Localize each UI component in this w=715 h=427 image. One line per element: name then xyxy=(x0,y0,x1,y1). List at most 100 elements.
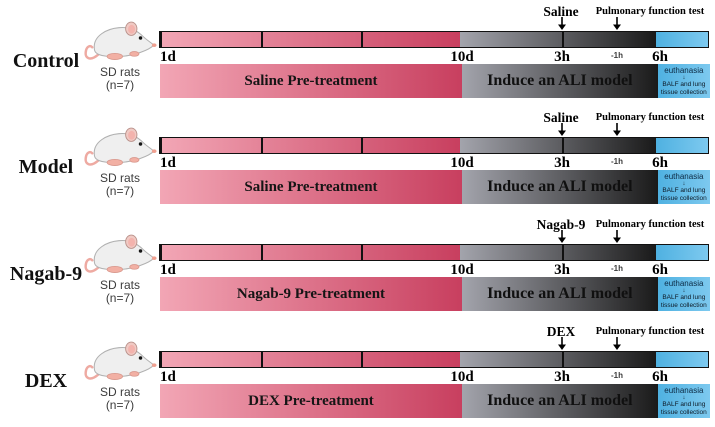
subject-label: SD rats xyxy=(99,385,140,399)
induce-ali-bar: Induce an ALI model xyxy=(461,384,658,418)
endpoint-box: euthanasia ↓ BALF and lung tissue collec… xyxy=(657,384,710,418)
ali-phase-segment xyxy=(459,352,657,367)
tick-mark xyxy=(361,138,363,153)
tick-mark xyxy=(562,352,564,367)
pretreatment-phase-segment xyxy=(162,138,460,153)
group-label: DEX xyxy=(24,370,68,392)
endpoint-phase-segment xyxy=(656,32,708,47)
endpoint-phase-segment xyxy=(656,245,708,260)
pretreatment-bar: DEX Pre-treatment xyxy=(160,384,462,418)
tick-mark xyxy=(361,32,363,47)
pretreatment-label: Saline Pre-treatment xyxy=(244,178,378,195)
endpoint-phase-segment xyxy=(656,138,708,153)
down-arrow-glyph: ↓ xyxy=(682,180,686,187)
balf-label: BALF and lung xyxy=(662,400,706,408)
pretreatment-phase-segment xyxy=(162,32,460,47)
tick-label-3h: 3h xyxy=(554,155,570,171)
subject-count: (n=7) xyxy=(105,78,135,92)
phase-bar: DEX Pre-treatment Induce an ALI model eu… xyxy=(160,384,710,418)
tick-label-1d: 1d xyxy=(160,49,176,65)
pulmonary-function-test-label: Pulmonary function test xyxy=(595,112,705,123)
tick-label-6h: 6h xyxy=(652,49,668,65)
euthanasia-label: euthanasia xyxy=(664,278,704,288)
tick-mark xyxy=(562,245,564,260)
subject-label: SD rats xyxy=(99,278,140,292)
pretreatment-phase-segment xyxy=(162,352,460,367)
tick-label-neg1h: -1h xyxy=(611,264,623,273)
tick-label-6h: 6h xyxy=(652,369,668,385)
induce-ali-bar: Induce an ALI model xyxy=(461,64,658,98)
euthanasia-label: euthanasia xyxy=(664,385,704,395)
down-arrow-icon xyxy=(557,337,567,350)
tissue-label: tissue collection xyxy=(660,194,707,202)
tick-label-neg1h: -1h xyxy=(611,157,623,166)
tick-label-6h: 6h xyxy=(652,262,668,278)
tick-label-10d: 10d xyxy=(450,262,474,278)
ali-phase-segment xyxy=(459,245,657,260)
timeline-axis xyxy=(159,244,709,261)
pretreatment-phase-segment xyxy=(162,245,460,260)
tick-mark xyxy=(562,138,564,153)
tick-label-neg1h: -1h xyxy=(611,51,623,60)
timeline-axis xyxy=(159,137,709,154)
down-arrow-icon xyxy=(612,337,622,350)
subject-count: (n=7) xyxy=(105,291,135,305)
injection-annotation: Saline xyxy=(543,4,579,19)
tick-label-1d: 1d xyxy=(160,262,176,278)
pretreatment-bar: Saline Pre-treatment xyxy=(160,170,462,204)
tick-label-1d: 1d xyxy=(160,369,176,385)
subject-label: SD rats xyxy=(99,65,140,79)
tick-mark xyxy=(562,32,564,47)
timeline-row-nagab9: Nagab-9 SD rats (n=7) Nagab-9 Pulmonary … xyxy=(0,213,715,320)
tick-mark xyxy=(361,245,363,260)
induce-ali-bar: Induce an ALI model xyxy=(461,277,658,311)
down-arrow-icon xyxy=(557,230,567,243)
timeline-axis xyxy=(159,351,709,368)
subject-count: (n=7) xyxy=(105,184,135,198)
tick-label-3h: 3h xyxy=(554,49,570,65)
induce-label: Induce an ALI model xyxy=(487,285,633,302)
tick-label-neg1h: -1h xyxy=(611,371,623,380)
group-label: Control xyxy=(12,50,80,72)
euthanasia-label: euthanasia xyxy=(664,65,704,75)
tick-label-10d: 10d xyxy=(450,369,474,385)
tick-mark xyxy=(261,138,263,153)
euthanasia-label: euthanasia xyxy=(664,171,704,181)
pulmonary-function-test-label: Pulmonary function test xyxy=(595,219,705,230)
tick-mark xyxy=(361,352,363,367)
tick-label-10d: 10d xyxy=(450,49,474,65)
rat-icon xyxy=(84,233,158,274)
subject-label: SD rats xyxy=(99,171,140,185)
rat-icon xyxy=(84,126,158,167)
pulmonary-function-test-label: Pulmonary function test xyxy=(595,326,705,337)
injection-annotation: Nagab-9 xyxy=(536,217,586,232)
induce-label: Induce an ALI model xyxy=(487,178,633,195)
phase-bar: Saline Pre-treatment Induce an ALI model… xyxy=(160,170,710,204)
induce-label: Induce an ALI model xyxy=(487,392,633,409)
down-arrow-icon xyxy=(612,123,622,136)
tick-label-10d: 10d xyxy=(450,155,474,171)
tick-mark xyxy=(261,32,263,47)
ali-phase-segment xyxy=(459,32,657,47)
pretreatment-label: DEX Pre-treatment xyxy=(248,392,374,409)
pretreatment-label: Nagab-9 Pre-treatment xyxy=(236,285,386,302)
endpoint-box: euthanasia ↓ BALF and lung tissue collec… xyxy=(657,170,710,204)
tick-label-3h: 3h xyxy=(554,262,570,278)
timeline-row-control: Control SD rats (n=7) Saline Pulmonary f… xyxy=(0,0,715,107)
balf-label: BALF and lung xyxy=(662,80,706,88)
pretreatment-label: Saline Pre-treatment xyxy=(244,72,378,89)
phase-bar: Nagab-9 Pre-treatment Induce an ALI mode… xyxy=(160,277,710,311)
pretreatment-bar: Saline Pre-treatment xyxy=(160,64,462,98)
down-arrow-glyph: ↓ xyxy=(682,394,686,401)
phase-bar: Saline Pre-treatment Induce an ALI model… xyxy=(160,64,710,98)
group-label: Nagab-9 xyxy=(9,263,83,285)
tissue-label: tissue collection xyxy=(660,301,707,309)
ali-phase-segment xyxy=(459,138,657,153)
subject-count: (n=7) xyxy=(105,398,135,412)
tick-mark xyxy=(261,245,263,260)
group-label: Model xyxy=(18,156,74,178)
rat-icon xyxy=(84,20,158,61)
down-arrow-icon xyxy=(612,17,622,30)
endpoint-phase-segment xyxy=(656,352,708,367)
down-arrow-icon xyxy=(612,230,622,243)
